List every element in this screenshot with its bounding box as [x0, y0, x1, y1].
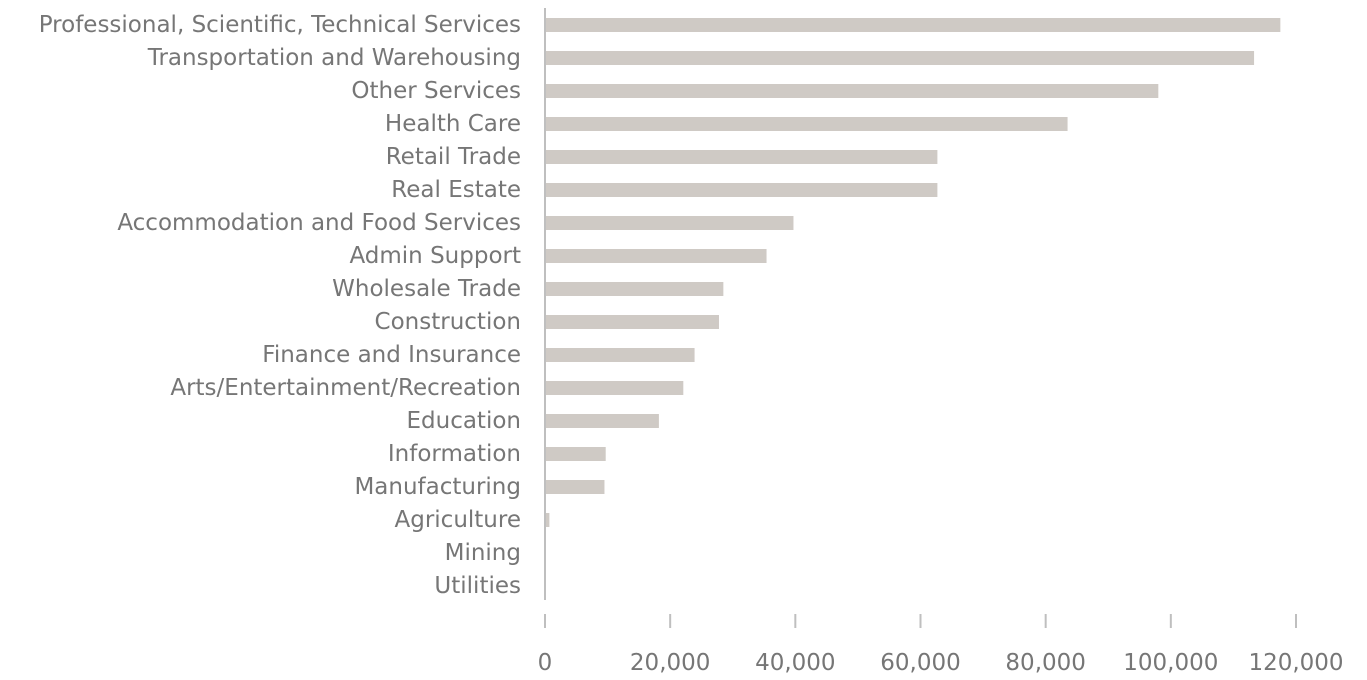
x-tick-label: 100,000: [1123, 650, 1218, 675]
bar-accommodation-and-food-services: [545, 216, 793, 230]
x-tick-label: 120,000: [1248, 650, 1343, 675]
category-label-arts-entertainment-recreation: Arts/Entertainment/Recreation: [170, 375, 521, 401]
x-tick-label: 20,000: [630, 650, 710, 675]
bar-admin-support: [545, 249, 767, 263]
category-label-information: Information: [388, 441, 521, 467]
category-label-other-services: Other Services: [351, 78, 521, 104]
category-label-manufacturing: Manufacturing: [354, 474, 521, 500]
x-tick-label: 60,000: [880, 650, 960, 675]
bar-other-services: [545, 84, 1158, 98]
category-label-utilities: Utilities: [434, 573, 521, 599]
bar-construction: [545, 315, 719, 329]
category-label-transportation-and-warehousing: Transportation and Warehousing: [147, 45, 521, 71]
bar-manufacturing: [545, 480, 604, 494]
category-label-construction: Construction: [375, 309, 521, 335]
category-label-retail-trade: Retail Trade: [386, 144, 521, 170]
bar-wholesale-trade: [545, 282, 723, 296]
category-label-education: Education: [406, 408, 521, 434]
bar-retail-trade: [545, 150, 937, 164]
category-label-real-estate: Real Estate: [391, 177, 521, 203]
category-label-wholesale-trade: Wholesale Trade: [332, 276, 521, 302]
bar-professional-scientific-technical-services: [545, 18, 1280, 32]
category-label-admin-support: Admin Support: [349, 243, 521, 269]
category-label-professional-scientific-technical-services: Professional, Scientific, Technical Serv…: [39, 12, 521, 38]
x-tick-label: 80,000: [1005, 650, 1085, 675]
category-label-accommodation-and-food-services: Accommodation and Food Services: [117, 210, 521, 236]
bar-education: [545, 414, 659, 428]
x-tick-label: 0: [538, 650, 553, 675]
category-label-health-care: Health Care: [385, 111, 521, 137]
bar-health-care: [545, 117, 1068, 131]
bar-finance-and-insurance: [545, 348, 695, 362]
axes-layer: 0 20,000 40,000 60,000 80,000 100,000 120,000: [538, 8, 1344, 675]
bar-transportation-and-warehousing: [545, 51, 1254, 65]
bars-layer: [545, 18, 1280, 593]
category-label-finance-and-insurance: Finance and Insurance: [262, 342, 521, 368]
category-label-agriculture: Agriculture: [395, 507, 522, 533]
bar-arts-entertainment-recreation: [545, 381, 683, 395]
category-label-mining: Mining: [445, 540, 521, 566]
category-labels-layer: Professional, Scientific, Technical Serv…: [39, 12, 521, 599]
x-tick-label: 40,000: [755, 650, 835, 675]
bar-real-estate: [545, 183, 937, 197]
bar-information: [545, 447, 606, 461]
